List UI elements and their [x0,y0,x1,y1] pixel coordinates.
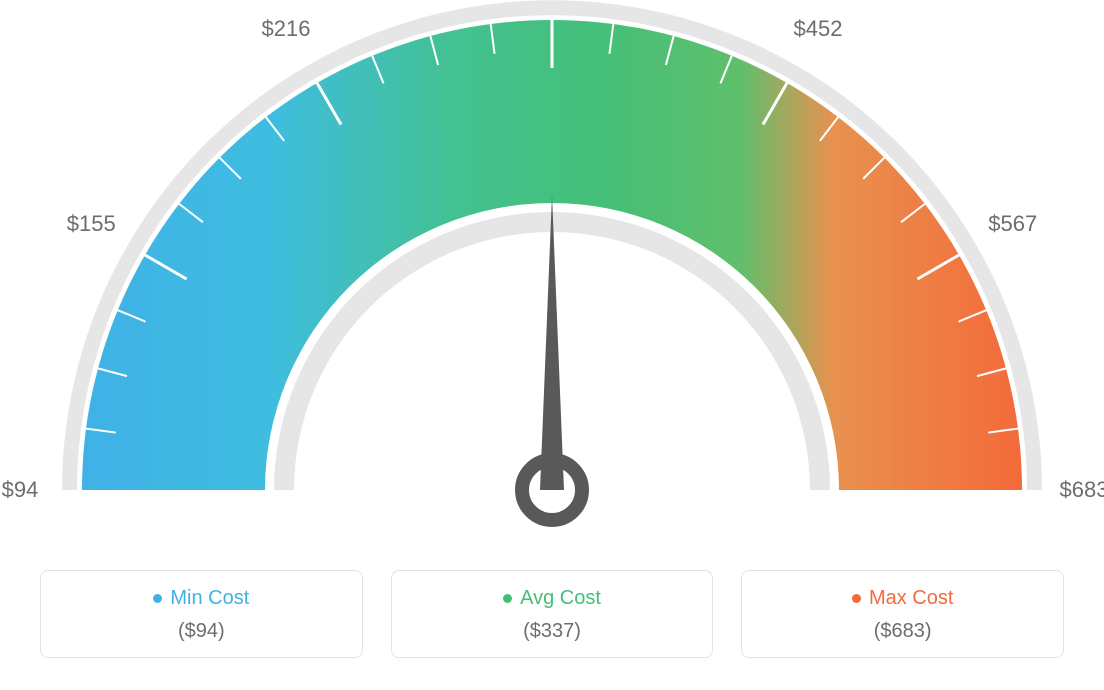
gauge-tick-label: $155 [67,211,116,237]
legend-value-max: ($683) [752,620,1053,643]
legend-title-max: Max Cost [752,587,1053,610]
gauge-tick-label: $94 [2,477,39,503]
legend-value-min: ($94) [51,620,352,643]
legend-value-avg: ($337) [402,620,703,643]
legend-dot-min [153,594,162,603]
legend-title-min: Min Cost [51,587,352,610]
legend-title-min-text: Min Cost [170,587,249,609]
legend-dot-avg [503,594,512,603]
gauge-tick-label: $216 [262,16,311,42]
gauge-chart: $94$155$216$337$452$567$683 [0,0,1104,560]
legend-dot-max [852,594,861,603]
legend-row: Min Cost ($94) Avg Cost ($337) Max Cost … [0,570,1104,658]
legend-title-avg-text: Avg Cost [520,587,601,609]
legend-title-max-text: Max Cost [869,587,953,609]
gauge-tick-label: $452 [794,16,843,42]
gauge-tick-label: $567 [988,211,1037,237]
gauge-svg [0,0,1104,560]
legend-title-avg: Avg Cost [402,587,703,610]
legend-card-avg: Avg Cost ($337) [391,570,714,658]
legend-card-max: Max Cost ($683) [741,570,1064,658]
legend-card-min: Min Cost ($94) [40,570,363,658]
gauge-tick-label: $683 [1060,477,1104,503]
